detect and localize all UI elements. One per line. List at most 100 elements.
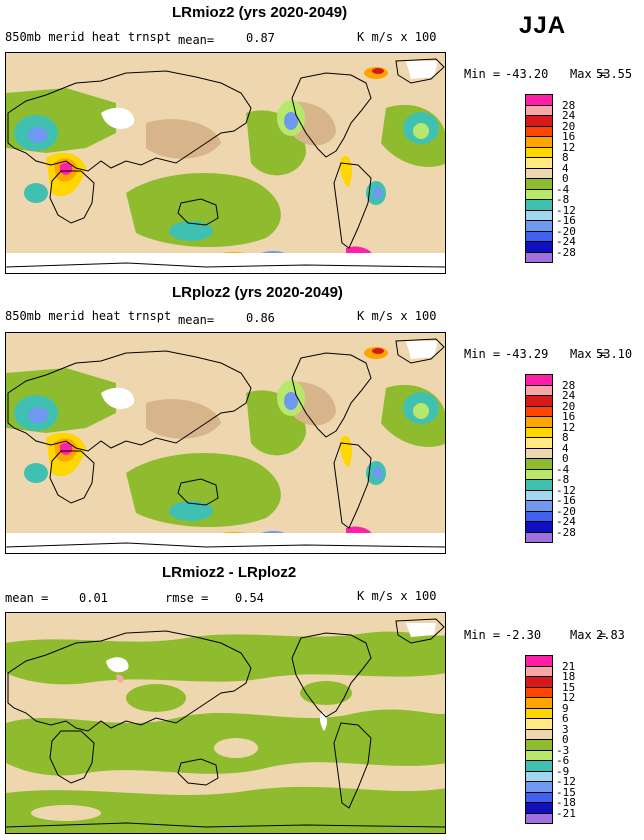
panel-1-variable-label: 850mb merid heat trnspt [5,30,172,44]
panel-2-max-value: 53.10 [596,347,633,361]
contour-region [28,127,48,143]
colorbar-swatch [525,531,553,543]
panel-3-rmse-value: 0.54 [235,591,264,605]
coastline [291,72,372,158]
colorbar-tick-label: -8 [556,193,570,206]
colorbar-swatch [525,251,553,263]
missing-data [406,61,438,79]
colorbar-tick-label: 18 [562,670,576,683]
contour-region [60,162,73,175]
panel-2-map [5,332,446,554]
colorbar-tick-label: 15 [562,680,576,694]
colorbar-tick-label: 12 [562,691,576,704]
panel-2-min-label: Min = [464,347,501,361]
colorbar-tick-label: 9 [562,701,569,715]
panel-1-colorbar: 28 24 20 16 12 8 4 0 -4 -8 -12 -16 -20 -24 -28 [525,94,625,274]
panel-2-max-label: Max = [570,347,607,361]
coastline [177,478,219,506]
colorbar-tick-label: -4 [556,462,570,476]
colorbar-tick-label: -24 [556,515,576,528]
panel-3-mean-label: mean = [5,591,49,605]
contour-region [169,501,213,521]
colorbar-tick-label: 24 [562,109,576,122]
colorbar-tick-label: 4 [562,161,569,175]
colorbar-tick-label: -3 [556,743,570,757]
colorbar-tick-label: 6 [562,712,569,725]
panel-2-variable-label: 850mb merid heat trnspt [5,309,172,323]
ice-mask [6,253,445,273]
panel-3-min-value: -2.30 [505,628,542,642]
colorbar-tick-label: 20 [562,399,576,413]
contour-region [28,407,48,423]
coastline [291,352,372,438]
missing-data [101,387,135,409]
colorbar-tick-label: -28 [556,245,576,259]
panel-1-mean-label: mean= [178,33,215,47]
season-label: JJA [519,12,567,39]
contour-region [24,463,48,483]
panel-3-contour-map [6,613,445,833]
contour-region [126,453,281,528]
colorbar-tick-label: 8 [562,151,569,164]
contour-region [300,681,352,705]
colorbar-tick-label: 24 [562,389,576,402]
panel-2-min-value: -43.29 [505,347,549,361]
colorbar-tick-label: -20 [556,224,576,238]
contour-region [146,119,221,159]
panel-3-mean-value: 0.01 [79,591,108,605]
contour-region [126,173,281,248]
ice-mask [6,533,445,553]
coastline [7,630,252,732]
panel-1-mean-value: 0.87 [246,31,275,45]
contour-region [31,805,101,821]
panel-3-colorbar: 21 18 15 12 9 6 3 0 -3 -6 -9 -12 -15 -18 -21 [525,655,625,835]
coastline [333,162,372,249]
panel-2-mean-value: 0.86 [246,311,275,325]
colorbar-tick-label: 21 [562,659,576,673]
colorbar-tick-label: 0 [562,452,569,465]
coastline [291,632,372,718]
contour-region [60,442,73,455]
colorbar-tick-label: -12 [556,775,576,788]
contour-region [373,467,383,479]
colorbar-tick-label: -18 [556,796,576,809]
contour-region [413,123,429,139]
coastline [49,170,95,224]
panel-2-units: K m/s x 100 [357,309,437,323]
missing-data [106,657,129,673]
panel-1-units: K m/s x 100 [357,30,437,44]
coastline [6,542,445,548]
contour-region [373,187,383,199]
panel-3-map [5,612,446,834]
coastline [7,350,252,452]
colorbar-tick-label: -4 [556,182,570,196]
coastline [177,198,219,226]
coastline [49,730,95,784]
panel-3-max-label: Max = [570,628,607,642]
colorbar-tick-label: -9 [556,764,570,778]
colorbar-tick-label: -24 [556,235,576,248]
panel-2-colorbar: 28 24 20 16 12 8 4 0 -4 -8 -12 -16 -20 -24 -28 [525,374,625,554]
panel-2-contour-map [6,333,445,553]
colorbar-tick-label: 12 [562,140,576,154]
panel-3-units: K m/s x 100 [357,589,437,603]
panel-1-max-label: Max = [570,67,607,81]
coastline [7,70,252,172]
panel-1-min-label: Min = [464,67,501,81]
colorbar-tick-label: 16 [562,410,576,423]
coastline [333,442,372,529]
colorbar-tick-label: 28 [562,98,576,112]
coastline [333,722,372,809]
contour-region [6,786,445,833]
colorbar-tick-label: -12 [556,203,576,217]
colorbar-tick-label: 4 [562,441,569,455]
contour-region [413,403,429,419]
panel-3-min-label: Min = [464,628,501,642]
colorbar-tick-label: 0 [562,733,569,746]
panel-3-max-value: 2.83 [596,628,625,642]
contour-region [372,348,384,354]
missing-data [406,623,436,637]
coastline [395,58,445,84]
missing-data [406,341,438,359]
contour-region [126,684,186,712]
